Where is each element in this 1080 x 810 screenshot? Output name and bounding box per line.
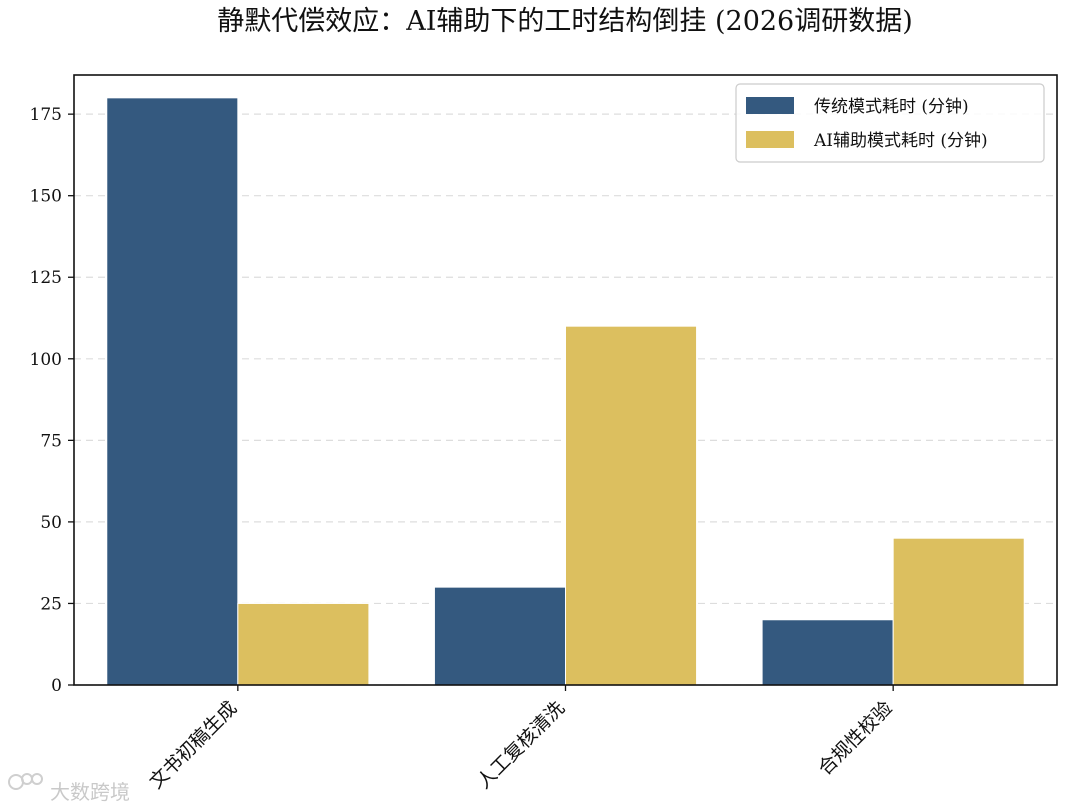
x-axis: 文书初稿生成 人工复核清洗 合规性校验 <box>145 685 897 793</box>
x-tick-label: 合规性校验 <box>814 697 897 780</box>
y-tick-label: 125 <box>30 268 62 288</box>
chart-title: 静默代偿效应：AI辅助下的工时结构倒挂 (2026调研数据) <box>217 6 913 37</box>
legend-label: AI辅助模式耗时 (分钟) <box>813 131 988 151</box>
watermark: 大数跨境 <box>8 773 130 804</box>
legend: 传统模式耗时 (分钟) AI辅助模式耗时 (分钟) <box>735 83 1045 163</box>
y-tick-label: 100 <box>30 350 62 370</box>
y-axis: 0 25 50 75 100 125 150 175 <box>30 105 74 696</box>
y-tick-label: 175 <box>30 105 62 125</box>
legend-box <box>735 83 1045 163</box>
bar-2-2 <box>565 325 698 686</box>
bar-1-1 <box>106 97 239 686</box>
bar-2-1 <box>237 602 370 686</box>
y-tick-label: 150 <box>30 187 62 207</box>
legend-swatch <box>746 131 794 148</box>
y-tick-label: 0 <box>51 676 62 696</box>
y-tick-label: 75 <box>40 431 62 451</box>
bar-2-3 <box>892 537 1025 686</box>
watermark-text: 大数跨境 <box>50 780 130 804</box>
bar-1-2 <box>433 586 566 686</box>
bars <box>106 97 1025 686</box>
watermark-logo-icon <box>8 773 43 790</box>
y-tick-label: 50 <box>40 513 62 533</box>
x-tick-label: 人工复核清洗 <box>473 697 569 793</box>
legend-swatch <box>746 97 794 114</box>
legend-label: 传统模式耗时 (分钟) <box>814 97 969 117</box>
bar-1-3 <box>761 619 894 686</box>
x-tick-label: 文书初稿生成 <box>145 697 241 793</box>
y-tick-label: 25 <box>40 594 62 614</box>
